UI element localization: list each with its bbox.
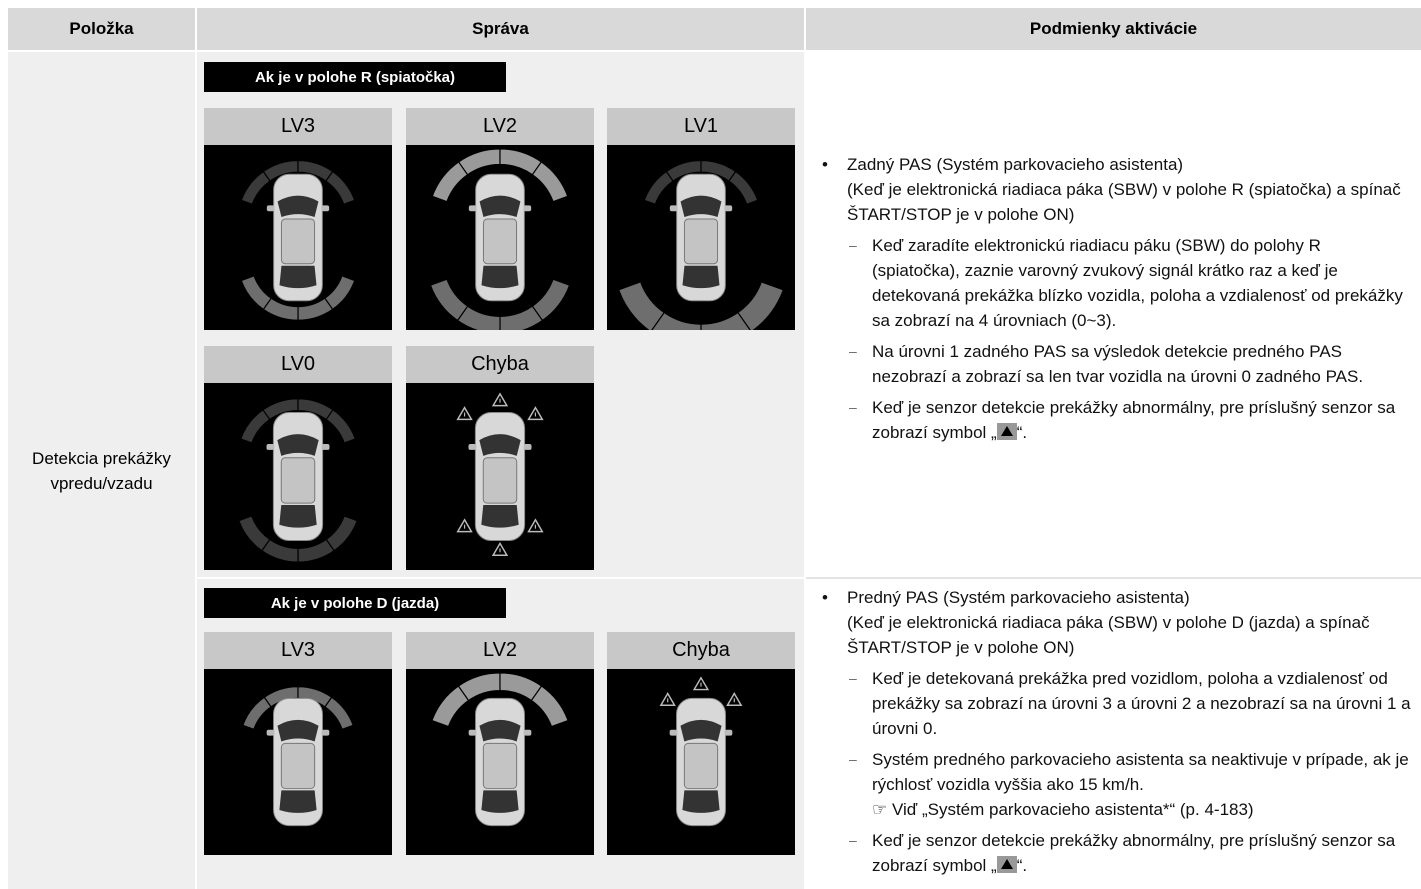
panel-title: LV0 [204,346,392,383]
item-text: Systém predného parkovacieho asistenta s… [872,750,1409,794]
warning-symbol [996,856,1017,873]
parking-display [204,145,392,330]
panel-title: Chyba [406,346,594,383]
header-cell: Podmienky aktivácie [806,8,1421,50]
condition-item: Keď je detekovaná prekážka pred vozidlom… [822,666,1412,741]
panel-title: LV3 [204,632,392,669]
parking-display [204,669,392,855]
panel-title: LV3 [204,108,392,145]
item-text: “. [1016,423,1028,442]
warning-symbol [996,423,1017,440]
mode-label: Ak je v polohe R (spiatočka) [204,62,506,92]
conditions: Zadný PAS (Systém parkovacieho asistenta… [822,152,1412,445]
item-text: Keď je senzor detekcie prekážky abnormál… [872,398,1396,442]
condition-item: Keď je senzor detekcie prekážky abnormál… [822,828,1412,878]
bullet: Zadný PAS (Systém parkovacieho asistenta… [822,152,1412,227]
condition-item: Keď je senzor detekcie prekážky abnormál… [822,395,1412,445]
parking-display [406,145,594,330]
reference: ☞ Viď „Systém parkovacieho asistenta*“ (… [872,800,1254,819]
condition-note: (Keď je elektronická riadiaca páka (SBW)… [847,613,1370,657]
header-cell: Správa [197,8,804,50]
item-text: Keď je senzor detekcie prekážky abnormál… [872,831,1396,875]
item-text: “. [1016,856,1028,875]
parking-display [406,383,594,570]
condition-title: Zadný PAS (Systém parkovacieho asistenta… [847,155,1184,174]
panel-title: Chyba [607,632,795,669]
parking-display [204,383,392,570]
parking-display [607,145,795,330]
condition-item: Na úrovni 1 zadného PAS sa výsledok dete… [822,339,1412,389]
item-label: Detekcia prekážky vpredu/vzadu [32,448,171,493]
item-text: Keď je detekovaná prekážka pred vozidlom… [872,669,1411,738]
panel-title: LV1 [607,108,795,145]
header-cell: Položka [8,8,195,50]
panel-title: LV2 [406,632,594,669]
row-divider [806,577,1421,579]
item-cell: Detekcia prekážky vpredu/vzadu [8,52,195,889]
parking-display [406,669,594,855]
panel-title: LV2 [406,108,594,145]
condition-title: Predný PAS (Systém parkovacieho asistent… [847,588,1190,607]
mode-label: Ak je v polohe D (jazda) [204,588,506,618]
condition-note: (Keď je elektronická riadiaca páka (SBW)… [847,180,1401,224]
parking-display [607,669,795,855]
conditions: Predný PAS (Systém parkovacieho asistent… [822,585,1412,878]
bullet: Predný PAS (Systém parkovacieho asistent… [822,585,1412,660]
condition-item: Keď zaradíte elektronickú riadiacu páku … [822,233,1412,333]
item-text: Keď zaradíte elektronickú riadiacu páku … [872,236,1403,330]
item-text: Na úrovni 1 zadného PAS sa výsledok dete… [872,342,1364,386]
condition-item: Systém predného parkovacieho asistenta s… [822,747,1412,822]
